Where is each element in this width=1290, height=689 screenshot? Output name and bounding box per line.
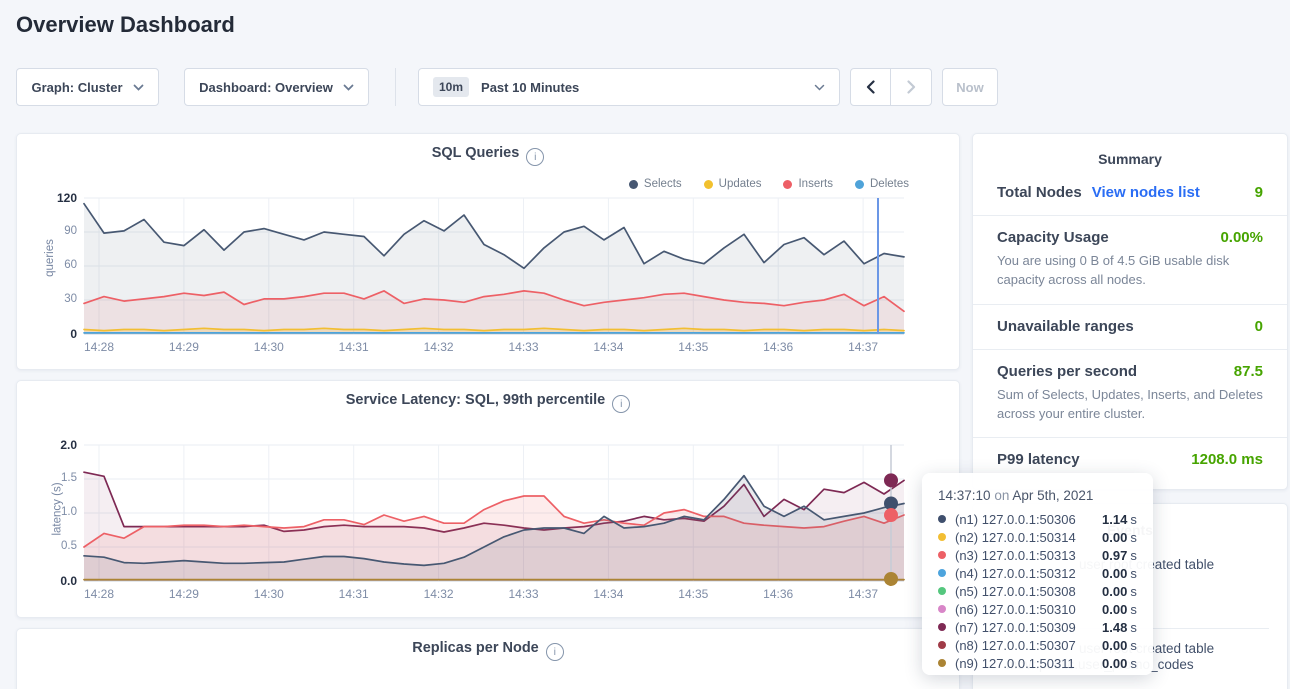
x-tick-label: 14:29 xyxy=(156,340,212,354)
y-tick-label: 2.0 xyxy=(35,438,77,452)
summary-title: Summary xyxy=(973,134,1287,171)
series-dot-icon xyxy=(938,533,946,541)
graph-scope-label: Graph: Cluster xyxy=(31,80,122,95)
tooltip-row: (n6) 127.0.0.1:503100.00s xyxy=(938,600,1139,618)
tooltip-row: (n7) 127.0.0.1:503091.48s xyxy=(938,618,1139,636)
qps-label: Queries per second xyxy=(997,363,1137,380)
tooltip-row: (n8) 127.0.0.1:503070.00s xyxy=(938,636,1139,654)
overview-dashboard-page: Overview Dashboard Graph: Cluster Dashbo… xyxy=(0,0,1290,689)
x-tick-label: 14:30 xyxy=(241,340,297,354)
tooltip-row: (n2) 127.0.0.1:503140.00s xyxy=(938,528,1139,546)
unavailable-ranges-label: Unavailable ranges xyxy=(997,318,1134,335)
summary-panel: Summary Total Nodes View nodes list 9 Ca… xyxy=(972,133,1288,490)
x-tick-label: 14:28 xyxy=(71,587,127,601)
tooltip-row: (n3) 127.0.0.1:503130.97s xyxy=(938,546,1139,564)
info-icon[interactable]: i xyxy=(546,643,564,661)
chevron-down-icon xyxy=(814,84,825,91)
replicas-per-node-card: Replicas per Nodei xyxy=(16,628,960,689)
capacity-usage-label: Capacity Usage xyxy=(997,229,1109,246)
series-dot-icon xyxy=(938,641,946,649)
series-dot-icon xyxy=(938,587,946,595)
y-tick-label: 1.0 xyxy=(35,506,77,518)
series-dot-icon xyxy=(938,659,946,667)
x-tick-label: 14:34 xyxy=(580,587,636,601)
x-tick-label: 14:29 xyxy=(156,587,212,601)
replicas-per-node-title: Replicas per Nodei xyxy=(17,640,959,661)
service-latency-chart[interactable] xyxy=(17,381,959,616)
toolbar: Graph: Cluster Dashboard: Overview 10m P… xyxy=(16,68,998,106)
toolbar-divider xyxy=(395,68,396,106)
tooltip-timestamp: 14:37:10 on Apr 5th, 2021 xyxy=(938,488,1139,503)
capacity-usage-value: 0.00% xyxy=(1220,229,1263,246)
chevron-down-icon xyxy=(343,84,354,91)
unavailable-ranges-value: 0 xyxy=(1255,318,1263,335)
p99-latency-label: P99 latency xyxy=(997,451,1080,468)
tooltip-row: (n1) 127.0.0.1:503061.14s xyxy=(938,510,1139,528)
y-tick-label: 120 xyxy=(35,191,77,205)
x-tick-label: 14:37 xyxy=(835,587,891,601)
summary-row-unavailable-ranges: Unavailable ranges 0 xyxy=(973,305,1287,350)
y-tick-label: 1.5 xyxy=(35,472,77,484)
sql-queries-card: SQL Queriesi queries SelectsUpdatesInser… xyxy=(16,133,960,370)
x-tick-label: 14:28 xyxy=(71,340,127,354)
summary-row-qps: Queries per second 87.5 Sum of Selects, … xyxy=(973,350,1287,439)
x-tick-label: 14:31 xyxy=(326,340,382,354)
tooltip-row: (n9) 127.0.0.1:503110.00s xyxy=(938,654,1139,672)
tooltip-row: (n5) 127.0.0.1:503080.00s xyxy=(938,582,1139,600)
graph-scope-dropdown[interactable]: Graph: Cluster xyxy=(16,68,159,106)
y-tick-label: 30 xyxy=(35,293,77,305)
x-tick-label: 14:32 xyxy=(411,340,467,354)
y-tick-label: 90 xyxy=(35,225,77,237)
x-tick-label: 14:36 xyxy=(750,340,806,354)
summary-row-total-nodes: Total Nodes View nodes list 9 xyxy=(973,171,1287,216)
time-range-label: Past 10 Minutes xyxy=(481,80,579,95)
series-dot-icon xyxy=(938,623,946,631)
p99-latency-value: 1208.0 ms xyxy=(1191,451,1263,468)
y-tick-label: 0 xyxy=(35,327,77,341)
x-tick-label: 14:37 xyxy=(835,340,891,354)
capacity-usage-desc: You are using 0 B of 4.5 GiB usable disk… xyxy=(997,252,1263,290)
time-prev-button[interactable] xyxy=(850,68,891,106)
sql-queries-chart[interactable] xyxy=(17,134,959,369)
x-tick-label: 14:33 xyxy=(496,587,552,601)
x-tick-label: 14:35 xyxy=(665,340,721,354)
x-tick-label: 14:35 xyxy=(665,587,721,601)
view-nodes-list-link[interactable]: View nodes list xyxy=(1092,184,1200,201)
qps-desc: Sum of Selects, Updates, Inserts, and De… xyxy=(997,386,1263,424)
series-dot-icon xyxy=(938,605,946,613)
time-nav-group xyxy=(850,68,932,106)
qps-value: 87.5 xyxy=(1234,363,1263,380)
series-dot-icon xyxy=(938,515,946,523)
x-tick-label: 14:33 xyxy=(496,340,552,354)
tooltip-rows: (n1) 127.0.0.1:503061.14s(n2) 127.0.0.1:… xyxy=(938,510,1139,672)
y-tick-label: 60 xyxy=(35,259,77,271)
x-tick-label: 14:32 xyxy=(411,587,467,601)
y-tick-label: 0.0 xyxy=(35,574,77,588)
summary-row-capacity: Capacity Usage 0.00% You are using 0 B o… xyxy=(973,216,1287,305)
x-tick-label: 14:36 xyxy=(750,587,806,601)
dashboard-dropdown[interactable]: Dashboard: Overview xyxy=(184,68,369,106)
service-latency-card: Service Latency: SQL, 99th percentilei l… xyxy=(16,380,960,618)
x-tick-label: 14:31 xyxy=(326,587,382,601)
page-title: Overview Dashboard xyxy=(16,12,235,38)
series-dot-icon xyxy=(938,569,946,577)
time-range-badge: 10m xyxy=(433,77,469,97)
time-next-button[interactable] xyxy=(891,68,932,106)
x-tick-label: 14:34 xyxy=(580,340,636,354)
time-range-picker[interactable]: 10m Past 10 Minutes xyxy=(418,68,840,106)
tooltip-row: (n4) 127.0.0.1:503120.00s xyxy=(938,564,1139,582)
dashboard-label: Dashboard: Overview xyxy=(199,80,333,95)
series-dot-icon xyxy=(938,551,946,559)
y-tick-label: 0.5 xyxy=(35,540,77,552)
total-nodes-value: 9 xyxy=(1255,184,1263,201)
x-tick-label: 14:30 xyxy=(241,587,297,601)
now-button[interactable]: Now xyxy=(942,68,998,106)
latency-hover-tooltip: 14:37:10 on Apr 5th, 2021 (n1) 127.0.0.1… xyxy=(922,473,1153,675)
chevron-down-icon xyxy=(133,84,144,91)
total-nodes-label: Total Nodes xyxy=(997,184,1082,201)
